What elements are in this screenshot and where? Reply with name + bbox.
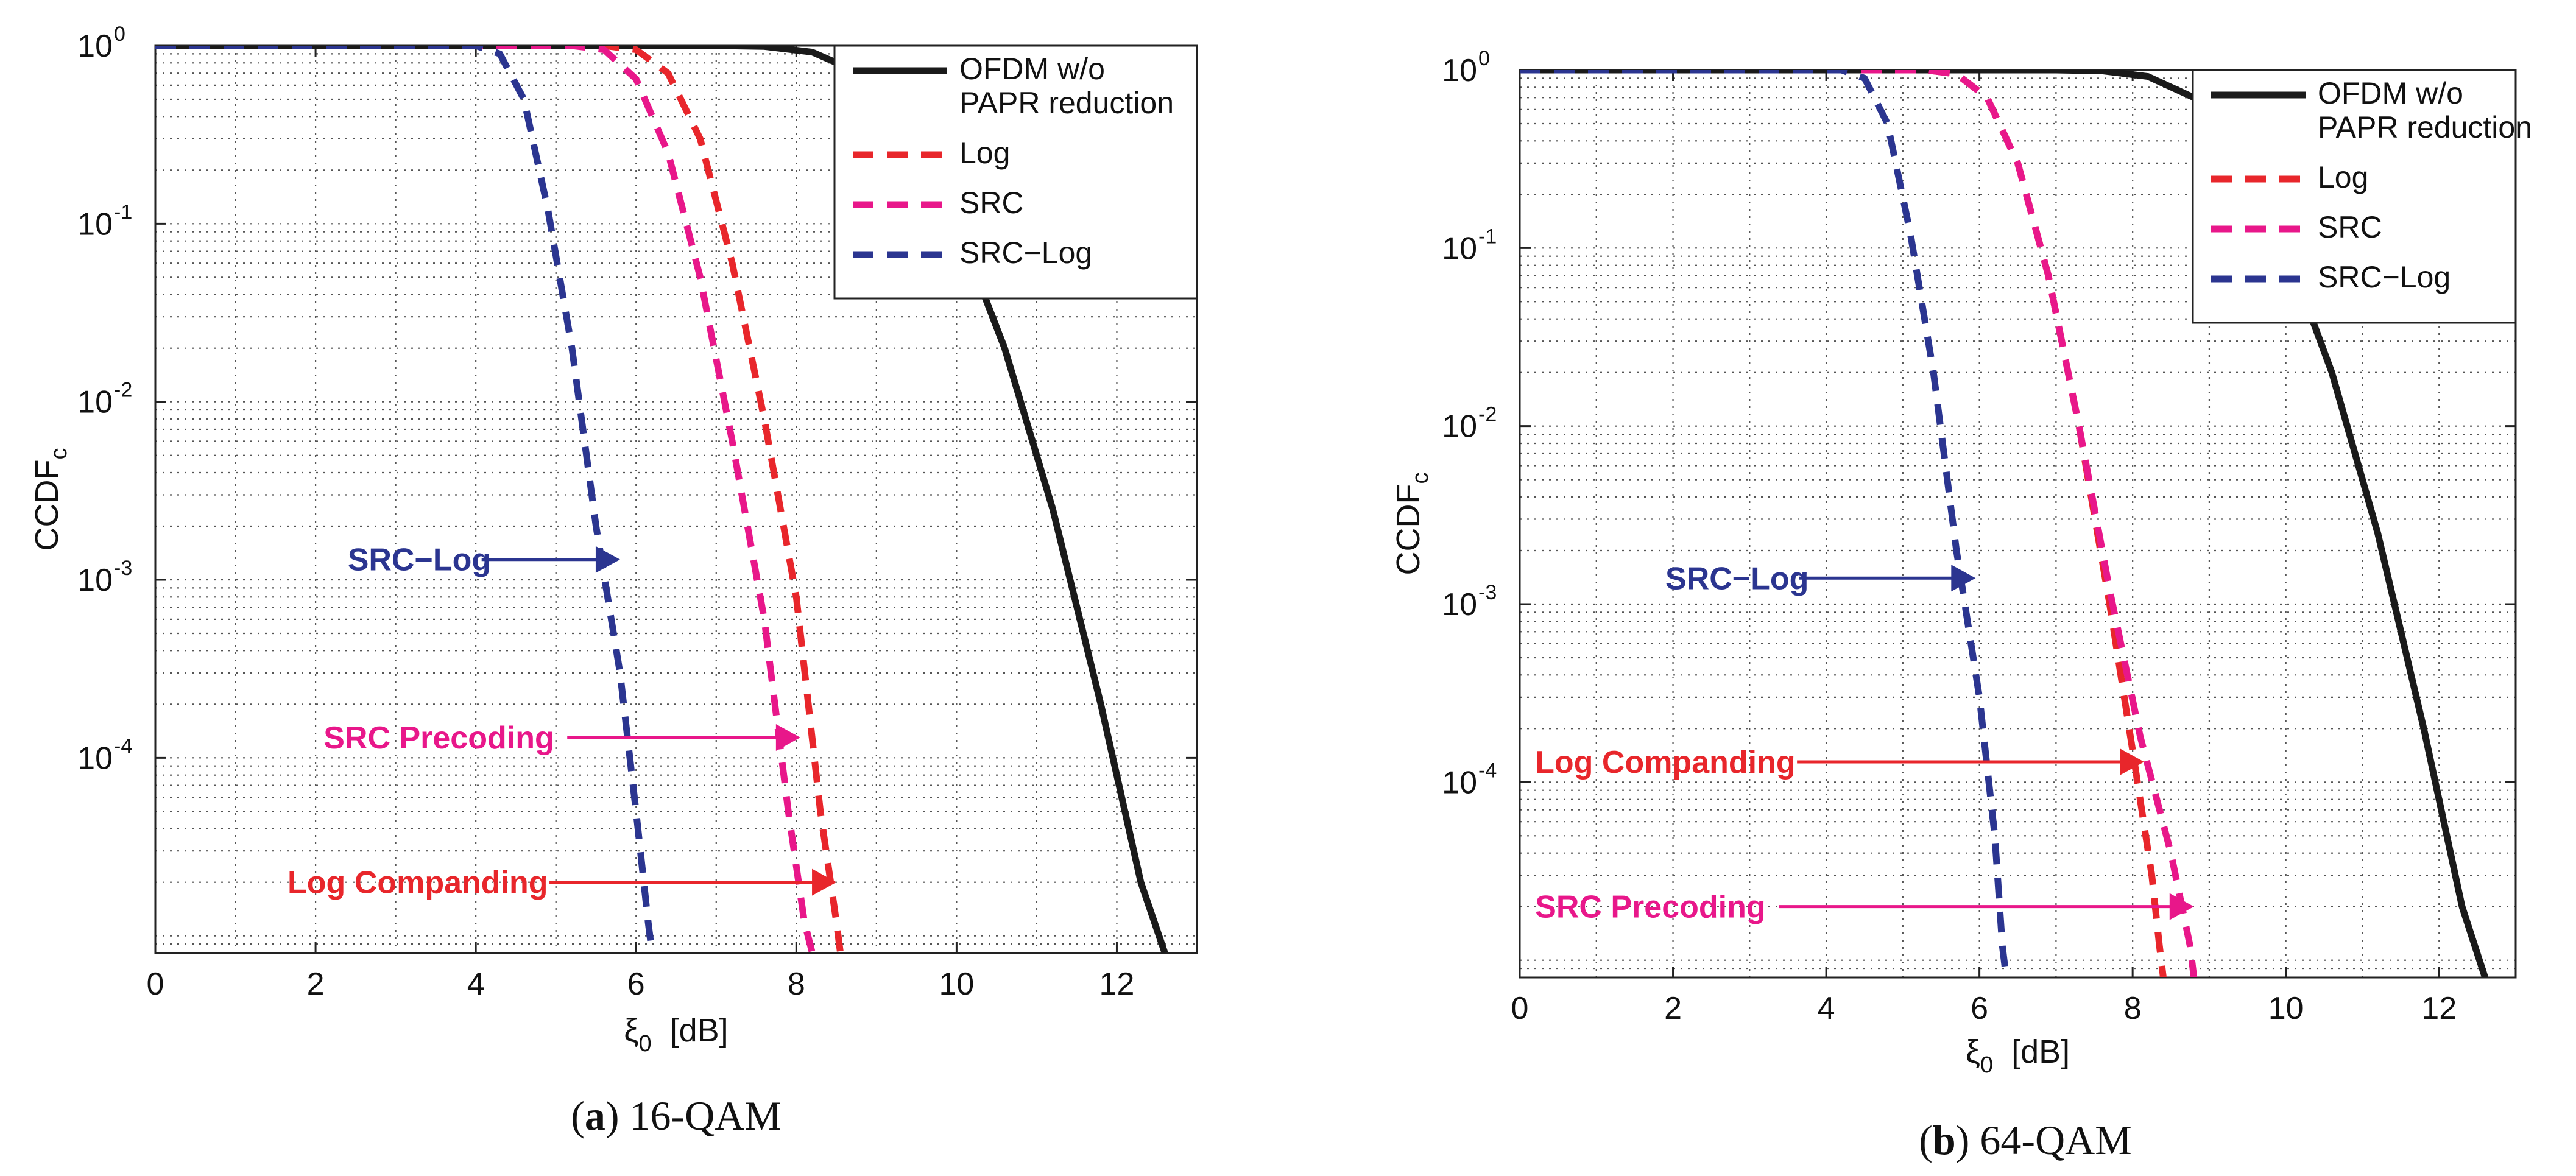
y-tick-exponent: -2 (1478, 403, 1497, 426)
y-tick-label: 10 (1442, 587, 1477, 622)
annotation: Log Companding (1535, 745, 2145, 780)
annotation-label: SRC Precoding (1535, 890, 1766, 925)
y-tick-label: 10 (77, 385, 113, 420)
legend-label: Log (959, 136, 1010, 170)
legend-label: SRC−Log (959, 236, 1092, 270)
annotation-label: Log Companding (288, 865, 548, 901)
annotation-arrow-head (775, 724, 800, 752)
x-tick-label: 12 (1099, 967, 1135, 1002)
annotation-label: SRC−Log (1665, 561, 1808, 596)
legend-label: Log (2318, 160, 2368, 194)
annotation-arrow-head (1951, 565, 1976, 592)
x-tick-label: 4 (467, 967, 485, 1002)
y-axis-label: CCDFc (29, 448, 72, 551)
y-tick-label: 10 (77, 741, 113, 776)
annotation-arrow-head (812, 868, 837, 896)
x-axis-label: ξ0 [dB] (624, 1012, 728, 1057)
x-tick-label: 2 (307, 967, 325, 1002)
annotation: SRC−Log (1665, 561, 1976, 596)
annotation: SRC Precoding (1535, 890, 2194, 925)
x-tick-label: 0 (1511, 991, 1529, 1026)
caption: (a) 16-QAM (571, 1093, 782, 1139)
y-tick-exponent: -2 (114, 379, 132, 402)
annotation-label: Log Companding (1535, 745, 1795, 780)
y-tick-exponent: -3 (1478, 581, 1497, 604)
caption: (b) 64-QAM (1919, 1117, 2131, 1163)
x-tick-label: 8 (2124, 991, 2142, 1026)
legend-label: OFDM w/o (959, 52, 1105, 86)
x-tick-label: 8 (788, 967, 805, 1002)
y-tick-exponent: -1 (1478, 225, 1497, 248)
y-tick-exponent: -4 (1478, 759, 1497, 782)
series-line-src (155, 46, 816, 953)
legend-label: PAPR reduction (2318, 110, 2532, 144)
legend-label: SRC−Log (2318, 260, 2451, 294)
x-axis-label: ξ0 [dB] (1966, 1033, 2070, 1078)
y-tick-label: 10 (1442, 765, 1477, 800)
annotation-arrow-head (2120, 748, 2145, 776)
annotation-arrow-head (595, 546, 620, 573)
legend-label: OFDM w/o (2318, 76, 2463, 110)
y-tick-exponent: 0 (114, 23, 125, 46)
legend-label: SRC (2318, 210, 2382, 244)
y-tick-label: 10 (1442, 53, 1477, 88)
annotation-label: SRC−Log (348, 543, 491, 578)
y-tick-label: 10 (77, 29, 113, 64)
legend-label: SRC (959, 186, 1024, 220)
y-tick-exponent: 0 (1478, 47, 1490, 70)
y-tick-exponent: -1 (114, 200, 132, 224)
x-tick-label: 0 (147, 967, 164, 1002)
x-tick-label: 4 (1818, 991, 1835, 1026)
x-tick-label: 2 (1664, 991, 1682, 1026)
annotation: SRC−Log (348, 543, 620, 578)
grid (154, 44, 1198, 954)
series-line-log (1520, 70, 2167, 977)
series-line-log (155, 46, 844, 953)
annotation-arrow-head (2169, 893, 2194, 920)
x-tick-label: 6 (627, 967, 645, 1002)
series-line-src (1520, 70, 2198, 977)
legend-label: PAPR reduction (959, 86, 1174, 120)
x-tick-label: 10 (939, 967, 974, 1002)
series-line-src-log (1520, 70, 2010, 977)
y-tick-label: 10 (77, 206, 113, 242)
y-tick-exponent: -4 (114, 734, 132, 758)
x-tick-label: 10 (2268, 991, 2304, 1026)
y-axis-label: CCDFc (1390, 473, 1433, 576)
x-tick-label: 12 (2421, 991, 2457, 1026)
x-tick-label: 6 (1971, 991, 1988, 1026)
annotation: SRC Precoding (323, 720, 800, 756)
y-tick-label: 10 (1442, 231, 1477, 266)
y-tick-label: 10 (77, 563, 113, 598)
y-tick-label: 10 (1442, 409, 1477, 445)
annotation: Log Companding (288, 865, 837, 901)
y-tick-exponent: -3 (114, 557, 132, 580)
series-line-src-log (155, 46, 655, 953)
annotation-label: SRC Precoding (323, 720, 554, 756)
